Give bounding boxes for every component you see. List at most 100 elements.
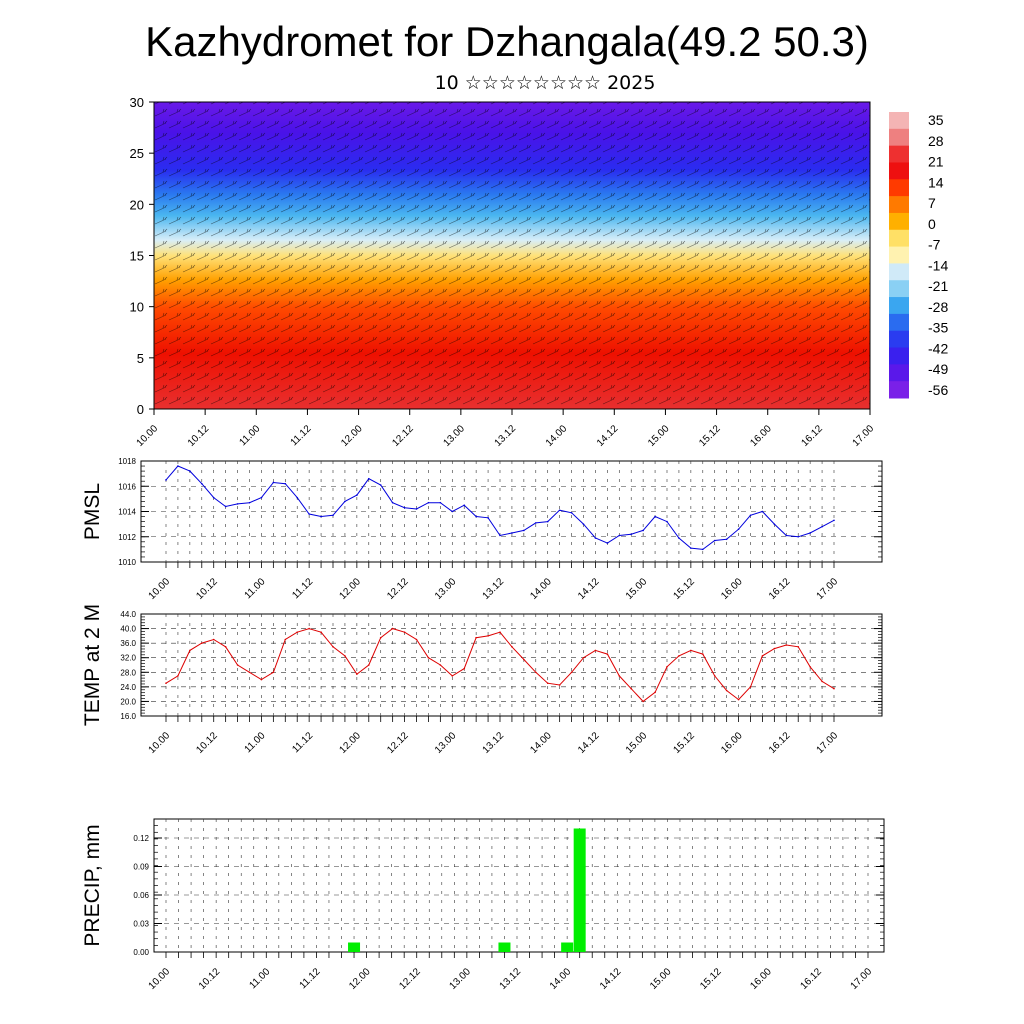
data-point bbox=[463, 504, 466, 506]
data-point bbox=[582, 656, 585, 659]
data-point bbox=[558, 509, 561, 512]
precip-bar bbox=[573, 828, 586, 952]
colorbar-label: 21 bbox=[928, 154, 944, 170]
temp-panel-x-tick-label: 10.00 bbox=[147, 730, 173, 756]
data-point bbox=[737, 698, 740, 701]
temp-panel-y-tick-label: 24.0 bbox=[120, 683, 136, 692]
temp-panel-y-axis-label: TEMP at 2 M bbox=[81, 604, 104, 726]
data-point bbox=[642, 529, 644, 532]
temp-panel-y-tick-label: 40.0 bbox=[120, 625, 136, 634]
temp-panel-x-tick-label: 12.00 bbox=[338, 730, 364, 756]
data-point bbox=[761, 655, 764, 657]
colorbar-cell bbox=[889, 297, 909, 315]
data-point bbox=[284, 482, 287, 485]
precip-panel-x-tick-label: 14.12 bbox=[598, 966, 624, 992]
colorbar-cell bbox=[889, 229, 909, 248]
data-point bbox=[248, 501, 251, 504]
heatmap-y-tick-label: 15 bbox=[130, 249, 144, 264]
data-point bbox=[475, 515, 477, 518]
pmsl-panel-x-tick-label: 13.12 bbox=[481, 576, 507, 602]
heatmap-x-tick-label: 16.12 bbox=[800, 423, 826, 449]
data-point bbox=[272, 481, 275, 484]
precip-panel-x-tick-label: 11.12 bbox=[298, 966, 323, 991]
pmsl-panel-x-tick-label: 11.00 bbox=[243, 576, 268, 601]
heatmap-x-tick-label: 13.00 bbox=[442, 423, 468, 449]
colorbar-label: -14 bbox=[928, 257, 948, 273]
data-point bbox=[177, 675, 179, 677]
pmsl-panel-x-tick-label: 17.00 bbox=[815, 576, 841, 602]
precip-panel-x-tick-label: 11.00 bbox=[247, 966, 272, 991]
data-point bbox=[618, 534, 621, 537]
temp-panel-x-tick-label: 12.12 bbox=[385, 730, 411, 756]
colorbar-cell bbox=[889, 381, 909, 399]
chart-subtitle: 10 ☆☆☆☆☆☆☆☆ 2025 bbox=[434, 72, 656, 94]
data-point bbox=[332, 514, 334, 517]
temp-panel-x-tick-label: 17.00 bbox=[815, 730, 841, 756]
data-point bbox=[475, 636, 477, 639]
pmsl-panel: 1010 1012 1014 1016 1018 10.00 10.12 11.00 11.12… bbox=[81, 457, 883, 602]
precip-bar bbox=[498, 942, 511, 952]
colorbar-cell bbox=[889, 128, 909, 147]
heatmap-x-tick-label: 11.12 bbox=[289, 423, 314, 448]
temp-panel-x-tick-label: 13.12 bbox=[481, 730, 507, 756]
data-point bbox=[666, 520, 668, 523]
data-point bbox=[773, 523, 776, 525]
temp-panel-x-tick-label: 16.00 bbox=[719, 730, 745, 756]
data-point bbox=[248, 671, 251, 674]
temp-panel-x-tick-label: 15.12 bbox=[672, 730, 698, 756]
pmsl-panel-x-tick-label: 15.00 bbox=[624, 576, 650, 602]
heatmap-y-tick-label: 5 bbox=[137, 351, 144, 366]
data-point bbox=[785, 644, 788, 646]
precip-panel-x-tick-label: 16.00 bbox=[748, 966, 774, 992]
temp-panel-x-tick-label: 16.12 bbox=[767, 730, 793, 756]
data-point bbox=[391, 501, 394, 504]
data-point bbox=[618, 675, 621, 677]
data-point bbox=[212, 496, 215, 499]
data-point bbox=[737, 528, 740, 530]
temp-panel-x-tick-label: 11.00 bbox=[243, 730, 268, 755]
data-point bbox=[320, 515, 322, 518]
colorbar-label: 7 bbox=[928, 195, 936, 211]
colorbar-cell bbox=[889, 313, 909, 332]
temp-panel-y-tick-label: 36.0 bbox=[120, 639, 136, 648]
pmsl-panel-y-tick-label: 1018 bbox=[118, 457, 136, 466]
data-point bbox=[189, 470, 191, 472]
heatmap-x-tick-label: 17.00 bbox=[851, 423, 877, 449]
heatmap-x-tick-label: 12.12 bbox=[390, 423, 416, 449]
precip-panel-x-tick-label: 12.12 bbox=[397, 966, 423, 992]
data-point bbox=[487, 517, 489, 519]
pmsl-panel-y-axis-label: PMSL bbox=[81, 483, 104, 540]
temp-panel-x-tick-label: 15.00 bbox=[624, 730, 650, 756]
heatmap-y-tick-label: 20 bbox=[130, 197, 144, 212]
heatmap-x-tick-label: 13.12 bbox=[493, 423, 519, 449]
temp-panel-y-tick-label: 32.0 bbox=[120, 654, 136, 663]
data-point bbox=[797, 535, 800, 538]
data-point bbox=[511, 645, 513, 648]
precip-panel-x-tick-label: 12.00 bbox=[347, 966, 373, 992]
colorbar-label: 28 bbox=[928, 133, 944, 149]
data-point bbox=[725, 538, 728, 541]
pmsl-panel-x-tick-label: 10.12 bbox=[194, 576, 220, 602]
data-point bbox=[523, 529, 525, 532]
temp-panel-x-tick-label: 14.00 bbox=[528, 730, 554, 756]
colorbar-label: -49 bbox=[928, 361, 948, 377]
data-point bbox=[200, 482, 203, 485]
data-point bbox=[260, 678, 263, 681]
data-point bbox=[821, 525, 823, 528]
pmsl-panel-y-tick-label: 1012 bbox=[118, 533, 136, 542]
colorbar-cell bbox=[889, 330, 909, 349]
pmsl-panel-y-tick-label: 1010 bbox=[118, 558, 136, 567]
data-point bbox=[690, 547, 692, 549]
data-point bbox=[690, 649, 692, 652]
data-point bbox=[749, 686, 752, 688]
pmsl-panel-x-tick-label: 12.00 bbox=[338, 576, 364, 602]
colorbar-label: -28 bbox=[928, 299, 948, 315]
data-point bbox=[344, 655, 346, 657]
precip-panel-y-axis-label: PRECIP, mm bbox=[81, 824, 104, 946]
data-point bbox=[546, 682, 549, 685]
wind-barbs bbox=[154, 102, 870, 409]
colorbar-label: -56 bbox=[928, 382, 948, 398]
data-point bbox=[391, 627, 394, 630]
data-point bbox=[666, 666, 668, 668]
